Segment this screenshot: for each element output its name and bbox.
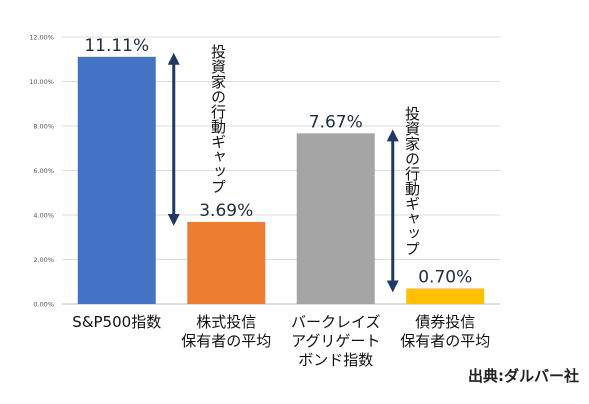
source-note: 出典:ダルバー社	[468, 367, 579, 385]
x-axis-labels: S&P500指数 株式投信保有者の平均バークレイズアグリゲートボンド指数債券投信保…	[72, 313, 490, 369]
data-label: 3.69%	[199, 201, 253, 221]
x-tick-label: ボンド指数	[298, 351, 373, 369]
gap-annotation-equity: 投資家の行動ギャップ	[209, 44, 227, 194]
x-tick-label: 債券投信	[415, 313, 475, 331]
x-tick-label: S&P500指数	[72, 313, 161, 331]
x-tick-label: 保有者の平均	[181, 332, 271, 350]
y-tick-label: 4.00%	[33, 212, 54, 220]
x-tick-label: バークレイズ	[291, 313, 381, 331]
y-tick-label: 0.00%	[33, 301, 54, 309]
x-tick-label: アグリゲート	[291, 332, 380, 350]
y-tick-label: 10.00%	[29, 78, 54, 86]
y-axis-ticks: 0.00% 2.00% 4.00% 6.00% 8.00% 10.00% 12.00%	[29, 34, 54, 309]
bar	[187, 221, 266, 304]
gap-arrows	[167, 52, 399, 293]
y-tick-label: 2.00%	[33, 256, 54, 264]
bar	[296, 133, 375, 304]
x-tick-label: 保有者の平均	[400, 332, 490, 350]
gap-annotation-bond: 投資家の行動ギャップ	[403, 106, 421, 256]
data-label: 7.67%	[309, 112, 363, 132]
y-tick-label: 8.00%	[33, 123, 54, 131]
data-label: 0.70%	[418, 267, 472, 287]
x-tick-label: 株式投信	[196, 313, 256, 331]
y-tick-label: 12.00%	[29, 34, 54, 42]
bar	[406, 288, 485, 304]
bars	[77, 56, 485, 304]
y-tick-label: 6.00%	[33, 167, 54, 175]
data-label: 11.11%	[84, 36, 149, 56]
bar	[77, 56, 156, 304]
value-labels: 11.11% 3.69% 7.67% 0.70%	[84, 36, 472, 288]
